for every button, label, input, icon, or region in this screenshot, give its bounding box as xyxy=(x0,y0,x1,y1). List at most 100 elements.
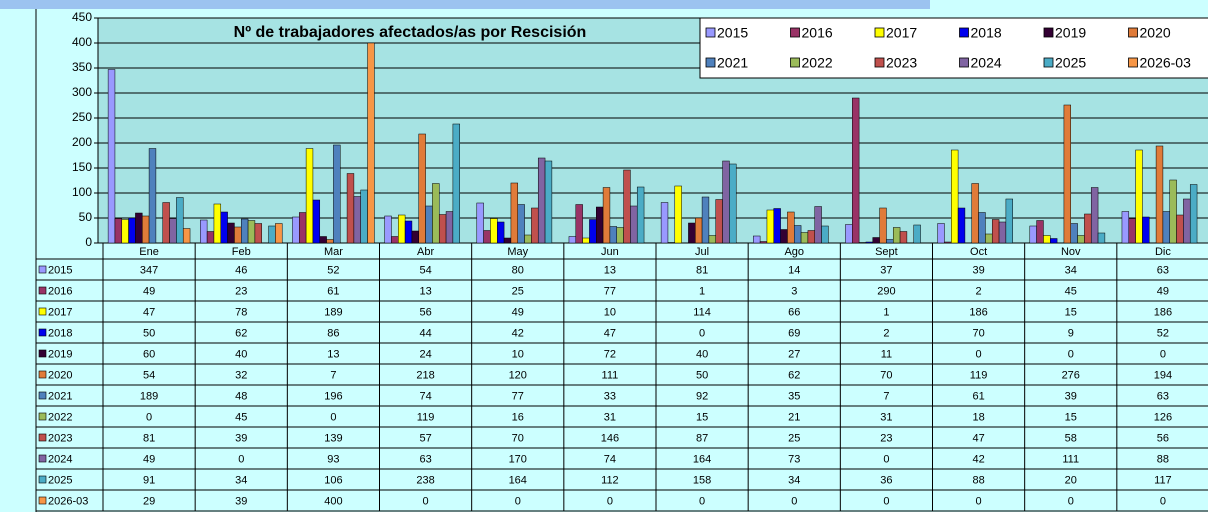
table-cell: 52 xyxy=(1157,327,1169,339)
table-cell: 27 xyxy=(788,348,800,360)
table-cell: 62 xyxy=(788,369,800,381)
table-cell: 170 xyxy=(509,453,527,465)
legend-key xyxy=(38,391,47,400)
table-cell: 238 xyxy=(416,474,434,486)
table-cell: 70 xyxy=(512,432,524,444)
bar xyxy=(114,218,123,244)
table-cell: 126 xyxy=(1154,411,1172,423)
row-label: 2026-03 xyxy=(48,495,88,507)
x-tick-label: Jun xyxy=(601,246,619,258)
bar xyxy=(1036,220,1044,244)
table-cell: 46 xyxy=(235,264,247,276)
table-cell: 77 xyxy=(512,390,524,402)
bar xyxy=(346,173,355,244)
bar xyxy=(978,212,986,244)
y-tick-label: 300 xyxy=(72,85,92,99)
table-cell: 164 xyxy=(509,474,527,486)
x-tick-label: May xyxy=(507,246,528,258)
table-cell: 39 xyxy=(1065,390,1077,402)
bar xyxy=(1176,214,1184,244)
table-cell: 25 xyxy=(512,285,524,297)
bar xyxy=(391,236,399,244)
table-cell: 218 xyxy=(416,369,434,381)
bar xyxy=(568,236,577,244)
table-cell: 45 xyxy=(235,411,247,423)
row-label: 2024 xyxy=(48,453,72,465)
table-cell: 32 xyxy=(235,369,247,381)
table-cell: 92 xyxy=(696,390,708,402)
table-cell: 0 xyxy=(1068,348,1074,360)
bar xyxy=(169,218,177,244)
bar xyxy=(623,169,631,244)
bar xyxy=(241,218,249,244)
table-cell: 91 xyxy=(143,474,155,486)
bar xyxy=(759,241,768,244)
table-cell: 189 xyxy=(140,390,158,402)
table-cell: 57 xyxy=(419,432,431,444)
bar xyxy=(1029,225,1037,244)
legend-key xyxy=(38,370,47,379)
table-cell: 196 xyxy=(324,390,342,402)
bar xyxy=(582,237,590,244)
y-tick-label: 350 xyxy=(72,60,92,74)
table-cell: 29 xyxy=(143,495,155,507)
bar xyxy=(254,223,262,244)
table-cell: 158 xyxy=(693,474,711,486)
table-cell: 74 xyxy=(604,453,616,465)
legend-swatch xyxy=(1043,27,1054,38)
table-cell: 15 xyxy=(1065,411,1077,423)
bar xyxy=(852,97,860,244)
table-cell: 80 xyxy=(512,264,524,276)
table-cell: 54 xyxy=(143,369,155,381)
table-cell: 34 xyxy=(788,474,800,486)
legend-label: 2021 xyxy=(717,55,748,71)
table-cell: 81 xyxy=(696,264,708,276)
table-cell: 39 xyxy=(972,264,984,276)
x-tick-label: Abr xyxy=(417,246,434,258)
bar xyxy=(858,242,867,244)
table-cell: 0 xyxy=(883,495,889,507)
table-cell: 21 xyxy=(788,411,800,423)
bar xyxy=(418,133,426,244)
bar xyxy=(589,219,597,244)
x-tick-label: Ene xyxy=(139,246,159,258)
row-label: 2015 xyxy=(48,264,72,276)
y-tick-label: 400 xyxy=(72,35,92,49)
table-cell: 194 xyxy=(1154,369,1172,381)
legend-label: 2024 xyxy=(971,55,1002,71)
bar xyxy=(176,197,184,244)
bar xyxy=(616,227,624,244)
table-cell: 117 xyxy=(1154,474,1172,486)
legend-swatch xyxy=(874,27,885,38)
bar xyxy=(807,230,815,244)
table-cell: 78 xyxy=(235,306,247,318)
table-cell: 0 xyxy=(423,495,429,507)
table-cell: 10 xyxy=(512,348,524,360)
bar xyxy=(312,199,321,244)
table-cell: 400 xyxy=(324,495,342,507)
table-cell: 47 xyxy=(604,327,616,339)
x-tick-label: Dic xyxy=(1155,246,1171,258)
table-cell: 33 xyxy=(604,390,616,402)
row-label: 2018 xyxy=(48,327,72,339)
y-tick-label: 200 xyxy=(72,135,92,149)
table-cell: 186 xyxy=(969,306,987,318)
bar xyxy=(971,183,979,244)
table-cell: 31 xyxy=(880,411,892,423)
bar xyxy=(220,211,228,244)
bar xyxy=(660,202,669,244)
bar xyxy=(503,237,512,244)
table-cell: 42 xyxy=(972,453,984,465)
table-cell: 20 xyxy=(1065,474,1077,486)
table-cell: 14 xyxy=(788,264,800,276)
bar xyxy=(476,202,484,244)
y-tick-label: 250 xyxy=(72,110,92,124)
bar xyxy=(944,241,952,244)
bar xyxy=(247,220,256,244)
bar xyxy=(899,231,908,244)
row-label: 2019 xyxy=(48,348,72,360)
table-cell: 40 xyxy=(696,348,708,360)
bar xyxy=(1084,213,1092,244)
bar xyxy=(1135,149,1143,244)
